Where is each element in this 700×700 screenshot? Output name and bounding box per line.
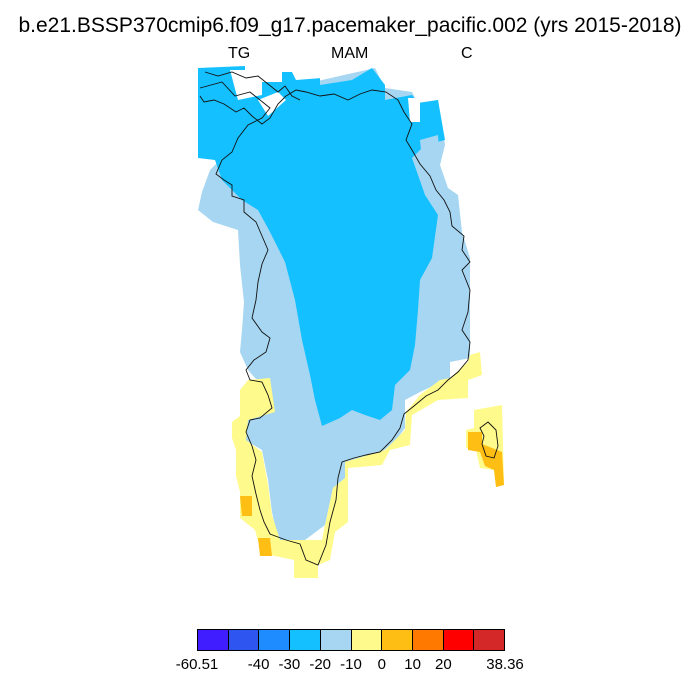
colorbar-tick-label: -30: [278, 656, 301, 673]
region-pale-yellow-south: [232, 352, 482, 578]
colorbar-swatch-6: [382, 630, 413, 650]
region-orange-sw2: [258, 538, 272, 556]
notch-ne: [408, 98, 420, 122]
colorbar-tick-label: 0: [377, 656, 386, 673]
colorbar-swatch-0: [198, 630, 229, 650]
season-label: MAM: [331, 45, 369, 62]
notch-n: [290, 68, 322, 80]
colorbar-swatch-4: [320, 630, 352, 650]
notch-nw2: [258, 92, 286, 116]
variable-label: TG: [228, 45, 251, 62]
region-orange-sw1: [240, 496, 252, 516]
colorbar-swatch-5: [351, 630, 383, 650]
colorbar-tick-label: -40: [247, 656, 270, 673]
notch-nw: [230, 70, 262, 100]
colorbar-swatch-9: [474, 630, 505, 650]
region-orange-east: [468, 432, 504, 487]
colorbar-swatch-7: [412, 630, 444, 650]
colorbar: [197, 629, 505, 651]
coastline-north: [204, 71, 301, 101]
colorbar-swatch-1: [228, 630, 260, 650]
colorbar-tick-label: -60.51: [175, 656, 219, 673]
plot-title: b.e21.BSSP370cmip6.f09_g17.pacemaker_pac…: [18, 14, 682, 37]
colorbar-tick-label: 20: [435, 656, 452, 673]
colorbar-swatch-8: [443, 630, 475, 650]
colorbar-tick-label: 38.36: [486, 656, 524, 673]
colorbar-swatch-2: [259, 630, 291, 650]
coastline: [199, 81, 471, 566]
colorbar-tick-label: -10: [340, 656, 362, 673]
colorbar-swatch-3: [290, 630, 321, 650]
streak-east: [420, 135, 440, 168]
colorbar-tick-label: 10: [404, 656, 421, 673]
coastline-east-island: [479, 421, 499, 459]
colorbar-tick-label: -20: [309, 656, 332, 673]
region-cyan-blue: [198, 66, 445, 426]
units-label: C: [461, 45, 473, 62]
